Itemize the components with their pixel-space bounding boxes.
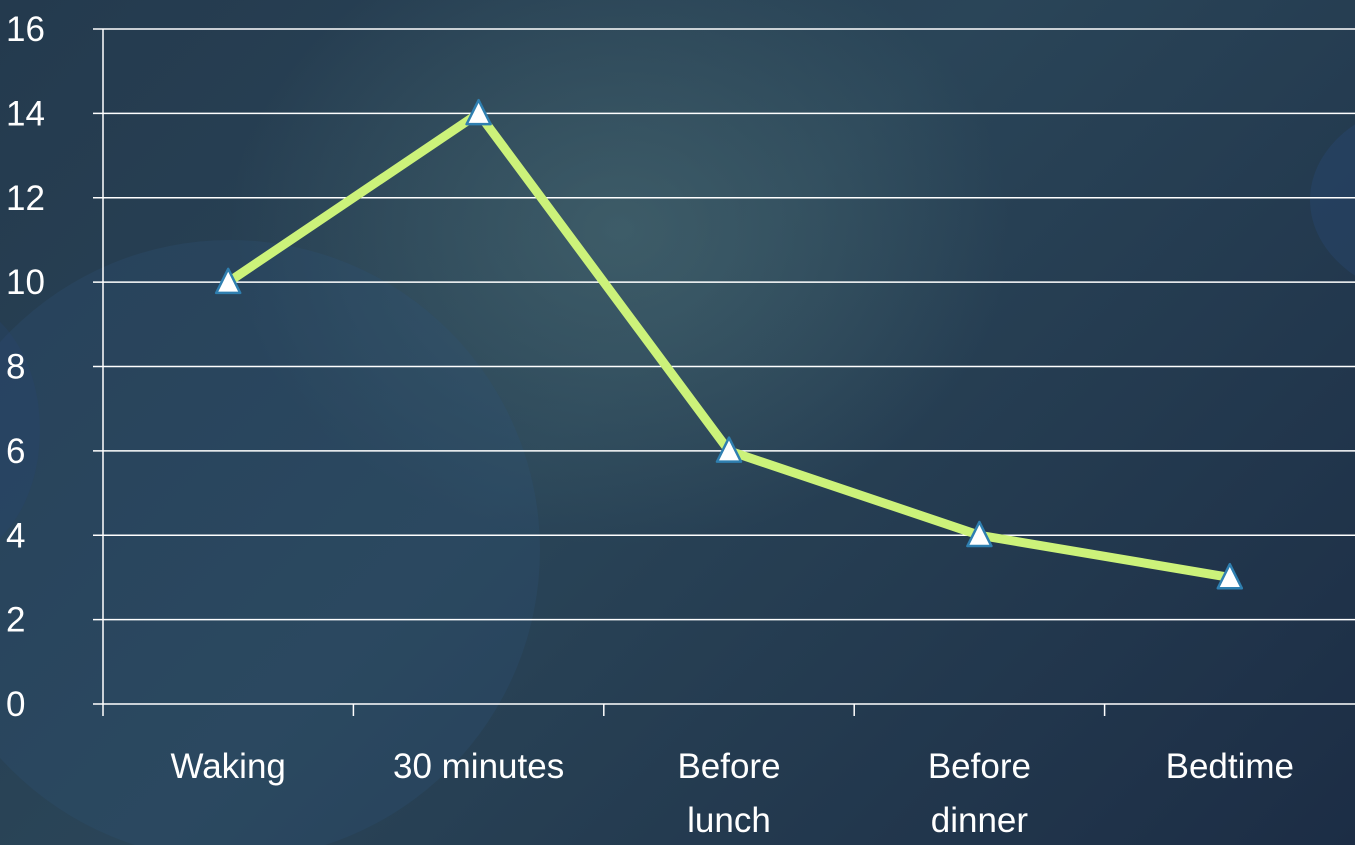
x-tick-label-line: Before <box>677 747 780 786</box>
series-group <box>214 98 1244 590</box>
y-axis-tick-labels: 0 2 4 6 8 10 12 14 16 <box>6 10 45 724</box>
y-tick-label: 6 <box>6 432 25 471</box>
y-tick-label: 12 <box>6 179 45 218</box>
x-tick-label-line: Bedtime <box>1166 747 1294 786</box>
x-tick-label: 30 minutes <box>393 747 564 786</box>
x-tick-label: Before dinner <box>928 747 1031 840</box>
y-tick-label: 4 <box>6 516 25 555</box>
y-tick-label: 10 <box>6 263 45 302</box>
x-tick-label: Before lunch <box>677 747 780 840</box>
x-tick-label-line: 30 minutes <box>393 747 564 786</box>
data-point-marker <box>214 267 242 295</box>
x-tick-label: Waking <box>170 747 285 786</box>
gridlines <box>93 28 1355 621</box>
series-line <box>223 108 1235 582</box>
x-tick-label-line: lunch <box>687 801 771 840</box>
data-point-marker <box>715 436 743 463</box>
x-tick-label-line: Before <box>928 747 1031 786</box>
y-tick-label: 14 <box>6 94 45 133</box>
y-tick-label: 8 <box>6 348 25 387</box>
x-tick-label-line: Waking <box>170 747 285 786</box>
data-point-marker <box>1216 562 1244 590</box>
x-tick-label: Bedtime <box>1166 747 1294 786</box>
data-point-marker <box>465 98 492 126</box>
y-tick-label: 16 <box>6 10 45 49</box>
y-tick-label: 2 <box>6 601 25 640</box>
data-point-marker <box>966 520 993 548</box>
y-tick-label: 0 <box>6 685 25 724</box>
axes <box>93 29 1355 716</box>
x-tick-label-line: dinner <box>931 801 1029 840</box>
